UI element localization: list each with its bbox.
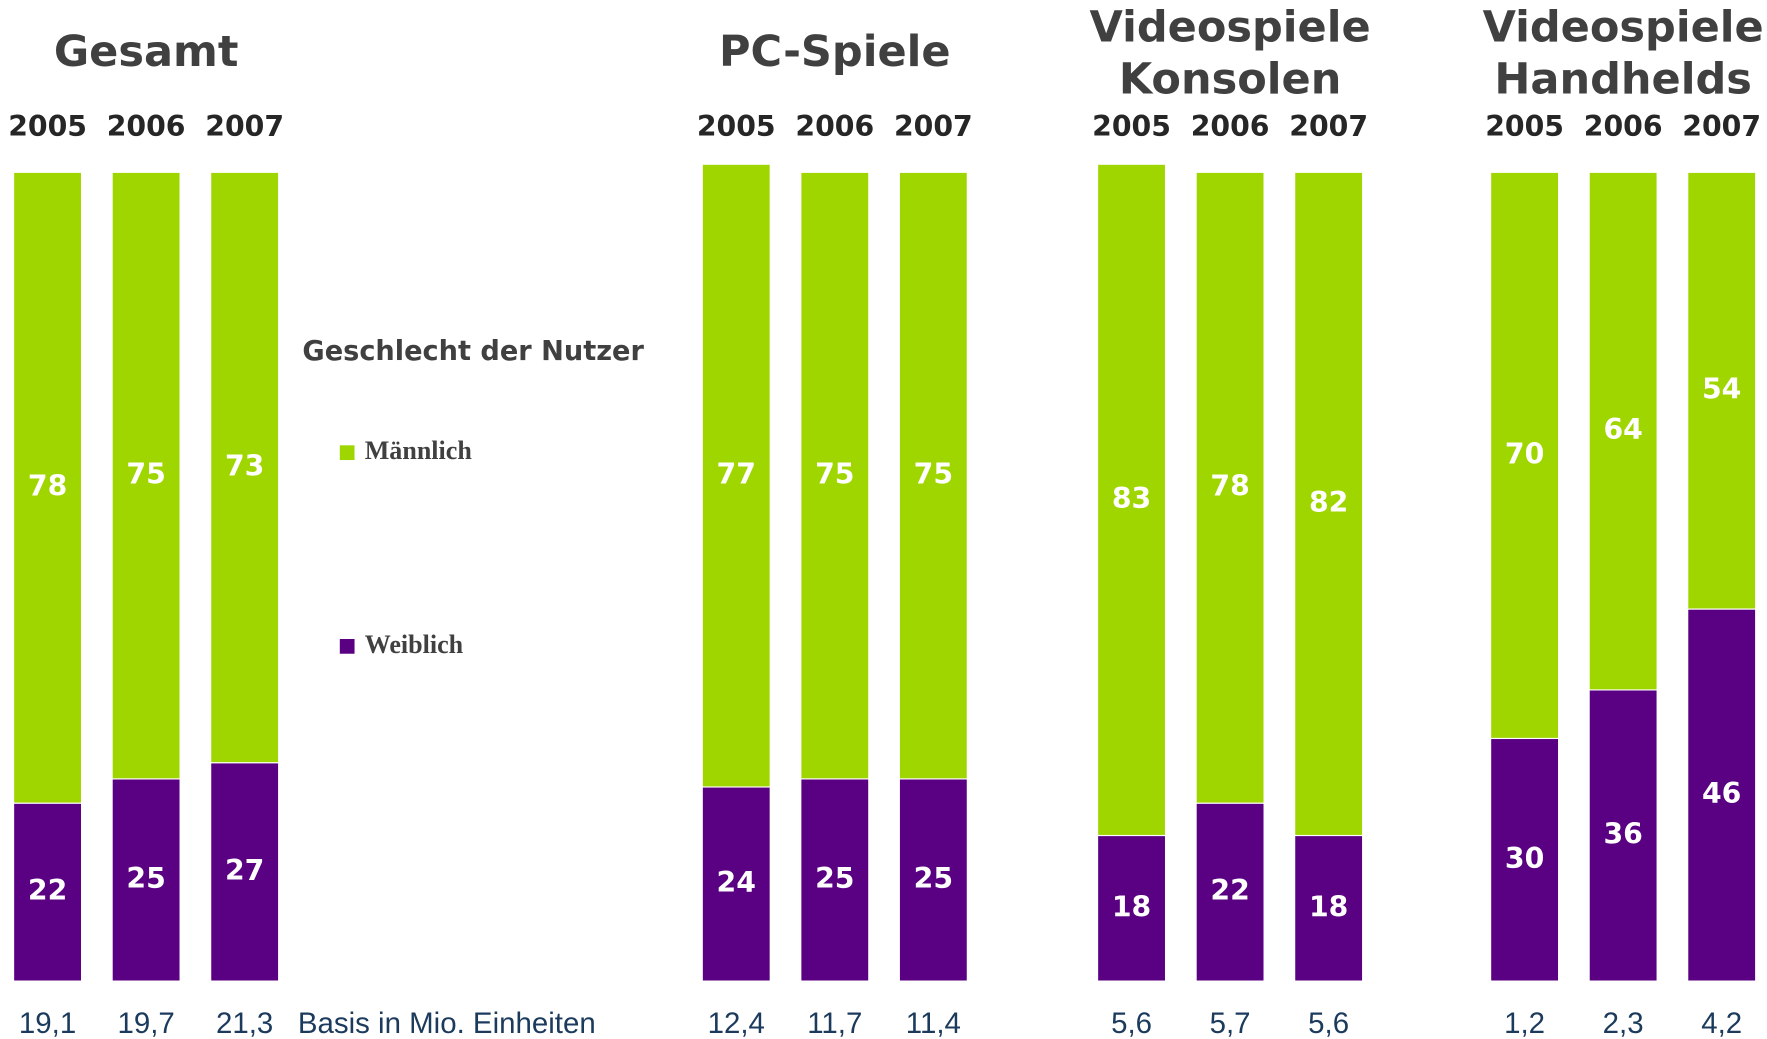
bar-segment [1687,171,1757,610]
legend-title: Geschlecht der Nutzer [302,336,644,367]
title-line: Videospiele [1483,2,1764,52]
basis-label: 12,4 [708,1007,765,1039]
basis-label: 5,6 [1308,1007,1349,1039]
year-label: 2007 [205,110,284,143]
chart-title: Videospiele Konsolen [1090,2,1371,104]
value-label: 22 [1210,874,1249,907]
value-label: 18 [1112,890,1151,923]
value-label: 18 [1309,890,1348,923]
bar-segment [1195,171,1265,804]
value-label: 54 [1702,373,1741,406]
bar-segment [1687,608,1757,982]
bar-segment [1588,689,1658,982]
bar-segment [1294,834,1364,982]
legend-entry: Männlich [365,436,473,465]
bar-segment [701,163,771,788]
bar-segment [13,171,83,804]
basis-caption: Basis in Mio. Einheiten [298,1007,596,1039]
value-label: 83 [1112,482,1151,515]
chart-title: Gesamt [54,27,239,77]
bar-segment [898,171,968,780]
value-label: 25 [126,862,165,895]
year-label: 2005 [8,110,87,143]
bar-segment [1097,834,1167,982]
year-label: 2005 [1485,110,1564,143]
bar-segment [1294,171,1364,837]
bar-segment [13,802,83,982]
legend-swatch [339,638,355,654]
basis-label: 19,7 [117,1007,174,1039]
basis-label: 5,6 [1111,1007,1152,1039]
year-label: 2006 [1584,110,1663,143]
title-line: Konsolen [1119,54,1342,104]
value-label: 30 [1505,842,1544,875]
year-label: 2006 [795,110,874,143]
bar-segment [111,171,181,780]
basis-label: 2,3 [1603,1007,1644,1039]
basis-label: 11,4 [906,1007,961,1039]
value-label: 25 [815,862,854,895]
value-label: 46 [1702,777,1741,810]
value-label: 78 [28,470,67,503]
value-label: 22 [28,874,67,907]
year-label: 2005 [697,110,776,143]
basis-label: 4,2 [1701,1007,1742,1039]
year-label: 2007 [1682,110,1761,143]
legend-entry: Weiblich [365,630,464,659]
year-label: 2005 [1092,110,1171,143]
value-label: 36 [1603,817,1642,850]
basis-label: 19,1 [19,1007,76,1039]
basis-label: 11,7 [807,1007,862,1039]
value-label: 75 [815,458,854,491]
basis-label: 21,3 [216,1007,273,1039]
year-label: 2007 [1289,110,1368,143]
title-line: Videospiele [1090,2,1371,52]
chart-title: Videospiele Handhelds [1483,2,1764,104]
year-label: 2006 [1191,110,1270,143]
bar-segment [1097,163,1167,837]
title-line: Handhelds [1494,54,1751,104]
year-label: 2006 [107,110,186,143]
value-label: 82 [1309,486,1348,519]
value-label: 75 [914,458,953,491]
bar-segment [1588,171,1658,691]
value-label: 25 [914,862,953,895]
value-label: 24 [717,866,756,899]
value-label: 70 [1505,437,1544,470]
chart-title: PC-Spiele [719,27,951,77]
year-label: 2007 [894,110,973,143]
bar-segment [1490,171,1560,740]
bar-segment [210,171,280,764]
bar-segment [800,778,870,982]
bar-segment [1490,737,1560,982]
basis-label: 1,2 [1504,1007,1545,1039]
bar-segment [800,171,870,780]
basis-label: 5,7 [1210,1007,1251,1039]
value-label: 75 [126,458,165,491]
bar-segment [898,778,968,982]
value-label: 64 [1603,413,1642,446]
value-label: 77 [717,458,756,491]
value-label: 73 [225,450,264,483]
value-label: 27 [225,854,264,887]
legend-swatch [339,445,355,461]
bar-segment [701,786,771,982]
bar-segment [210,762,280,982]
value-label: 78 [1210,470,1249,503]
bar-segment [1195,802,1265,982]
